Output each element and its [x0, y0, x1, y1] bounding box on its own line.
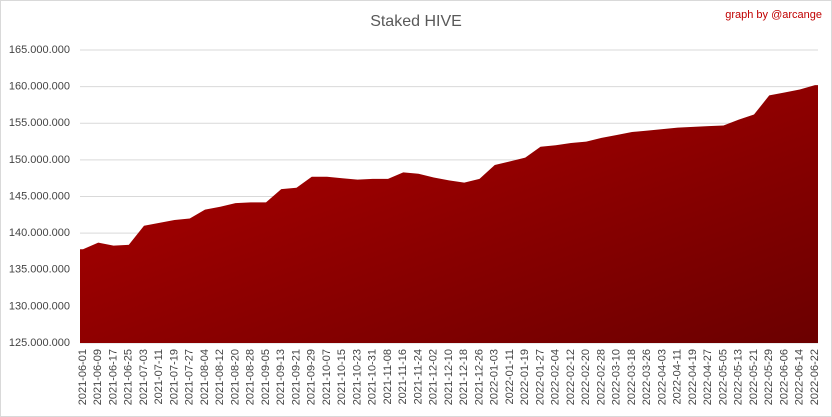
x-tick-label: 2021-06-01: [77, 349, 89, 405]
x-tick-label: 2022-06-22: [809, 349, 821, 405]
y-tick-label: 130.000.000: [9, 300, 70, 312]
x-tick-label: 2022-05-21: [748, 349, 760, 405]
x-tick-label: 2021-10-07: [321, 349, 333, 405]
x-tick-label: 2022-04-27: [702, 349, 714, 405]
x-tick-label: 2021-10-15: [336, 349, 348, 405]
chart-title: Staked HIVE: [370, 13, 462, 30]
x-tick-label: 2022-01-19: [519, 349, 531, 405]
x-tick-label: 2021-12-18: [458, 349, 470, 405]
x-tick-label: 2021-09-29: [306, 349, 318, 405]
annotation: graph by @arcange: [725, 9, 822, 21]
x-tick-label: 2021-09-13: [275, 349, 287, 405]
y-tick-label: 165.000.000: [9, 44, 70, 56]
x-tick-label: 2022-02-20: [580, 349, 592, 405]
x-tick-label: 2021-12-26: [473, 349, 485, 405]
x-tick-label: 2022-04-11: [672, 349, 684, 404]
y-tick-label: 155.000.000: [9, 117, 70, 129]
x-tick-label: 2022-01-03: [489, 349, 501, 405]
x-tick-label: 2022-03-26: [641, 349, 653, 405]
x-tick-label: 2022-04-19: [687, 349, 699, 405]
x-tick-label: 2022-05-29: [763, 349, 775, 405]
x-tick-label: 2022-06-14: [794, 349, 806, 405]
x-tick-label: 2021-07-11: [153, 349, 165, 404]
x-tick-label: 2021-06-09: [92, 349, 104, 405]
x-tick-label: 2021-06-25: [123, 349, 135, 405]
x-tick-label: 2022-03-10: [611, 349, 623, 405]
x-tick-label: 2021-07-27: [184, 349, 196, 405]
x-tick-label: 2021-08-04: [199, 349, 211, 405]
x-tick-label: 2021-10-23: [351, 349, 363, 405]
x-tick-label: 2021-08-12: [214, 349, 226, 405]
y-tick-label: 135.000.000: [9, 264, 70, 276]
x-tick-label: 2022-02-04: [550, 349, 562, 405]
x-tick-label: 2021-10-31: [367, 349, 379, 405]
x-tick-label: 2021-09-05: [260, 349, 272, 405]
x-tick-label: 2022-06-06: [778, 349, 790, 405]
x-tick-label: 2021-08-28: [245, 349, 257, 405]
x-tick-label: 2022-05-13: [733, 349, 745, 405]
x-tick-label: 2021-06-17: [107, 349, 119, 405]
x-tick-label: 2021-08-20: [229, 349, 241, 405]
x-tick-label: 2021-11-16: [397, 349, 409, 404]
x-tick-label: 2021-12-10: [443, 349, 455, 405]
y-tick-label: 140.000.000: [9, 227, 70, 239]
y-tick-label: 125.000.000: [9, 337, 70, 349]
x-tick-label: 2022-05-05: [717, 349, 729, 405]
x-tick-label: 2022-01-27: [534, 349, 546, 405]
x-tick-label: 2022-04-03: [656, 349, 668, 405]
y-tick-label: 145.000.000: [9, 190, 70, 202]
x-tick-label: 2021-07-03: [138, 349, 150, 405]
x-tick-label: 2021-09-21: [290, 349, 302, 405]
x-tick-label: 2022-01-11: [504, 349, 516, 404]
y-tick-label: 160.000.000: [9, 81, 70, 93]
x-tick-label: 2021-11-08: [382, 349, 394, 404]
x-tick-label: 2022-02-12: [565, 349, 577, 405]
x-tick-label: 2021-11-24: [412, 349, 424, 404]
area: [80, 85, 818, 343]
x-tick-label: 2022-03-18: [626, 349, 638, 405]
x-tick-label: 2021-07-19: [168, 349, 180, 405]
x-tick-label: 2022-02-28: [595, 349, 607, 405]
y-tick-label: 150.000.000: [9, 154, 70, 166]
x-tick-label: 2021-12-02: [428, 349, 440, 405]
